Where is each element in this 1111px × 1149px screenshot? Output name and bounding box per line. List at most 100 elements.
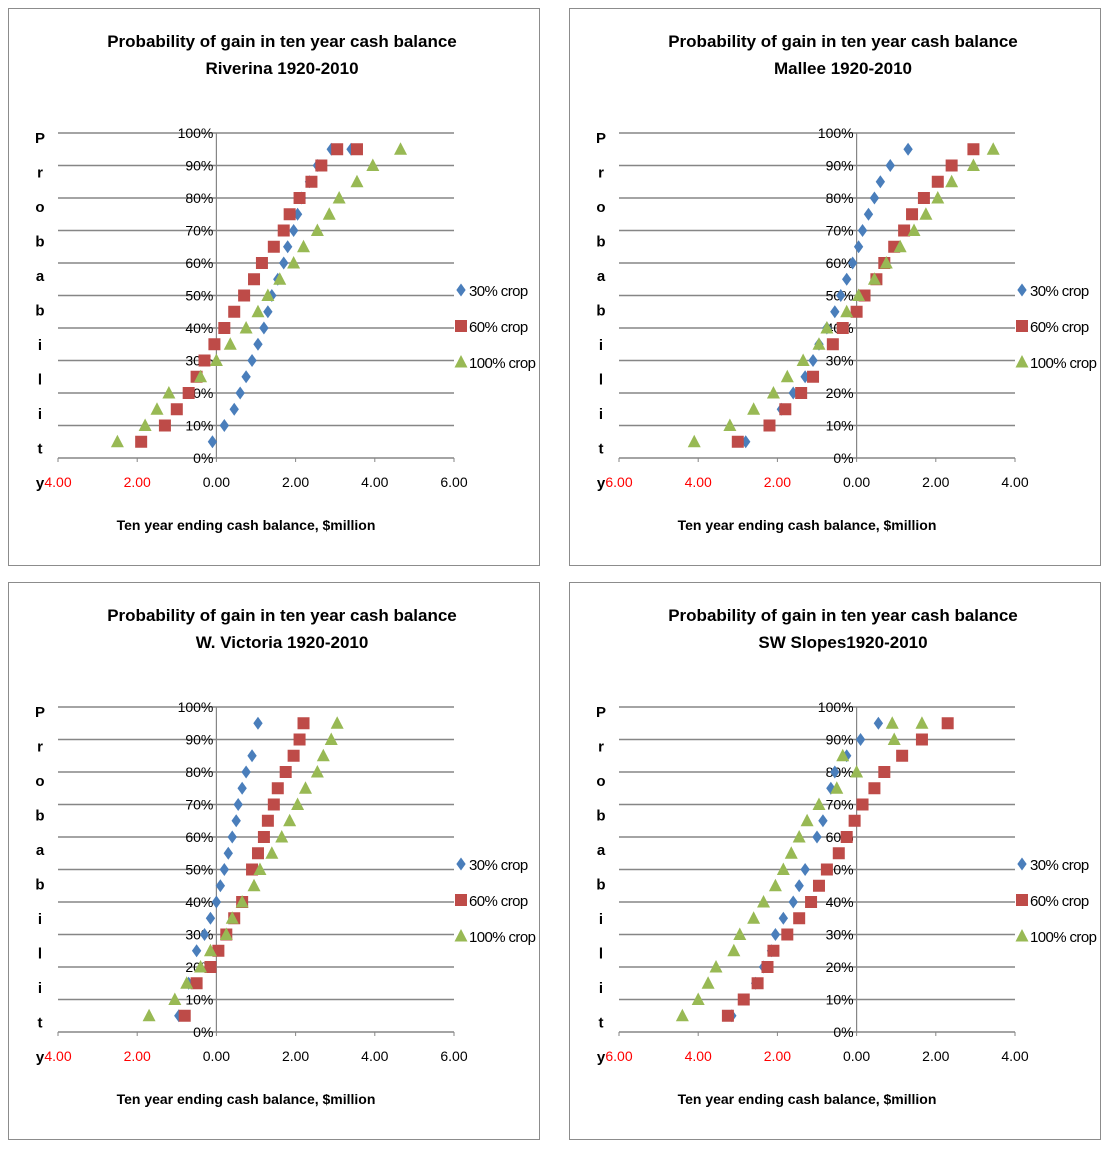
- y-axis-label-letter: l: [599, 372, 603, 389]
- y-axis-label-letter: b: [35, 303, 44, 320]
- data-point-triangle: [867, 272, 881, 285]
- data-point-triangle: [747, 911, 761, 924]
- data-point-diamond: [812, 830, 822, 844]
- data-point-square: [751, 977, 764, 990]
- data-point-square: [350, 143, 363, 156]
- x-tick-label: 4.00: [685, 1048, 712, 1064]
- data-point-triangle: [299, 781, 312, 794]
- data-point-square: [287, 749, 300, 762]
- data-point-square: [238, 289, 251, 302]
- data-point-square: [917, 192, 930, 204]
- x-axis-label: Ten year ending cash balance, $million: [678, 1091, 937, 1107]
- y-axis-label-letter: P: [596, 130, 606, 147]
- chart-frame: [569, 8, 1101, 566]
- legend-label: 100% crop: [1030, 929, 1097, 946]
- y-axis-label-letter: o: [35, 773, 44, 790]
- y-tick-label: 40%: [185, 894, 213, 910]
- data-point-diamond: [211, 895, 222, 909]
- y-axis-label-letter: l: [599, 946, 603, 963]
- y-tick-label: 0%: [833, 1024, 853, 1040]
- legend-marker: [456, 283, 466, 297]
- y-axis-label-letter: b: [35, 877, 44, 894]
- y-tick-label: 70%: [185, 223, 213, 239]
- y-tick-label: 90%: [185, 158, 213, 174]
- series-triangle: [687, 142, 1000, 448]
- chart-frame: [569, 582, 1101, 1140]
- data-point-square: [267, 798, 280, 811]
- y-axis-label-letter: r: [598, 165, 604, 182]
- data-point-diamond: [231, 814, 241, 828]
- legend-label: 30% crop: [469, 283, 528, 300]
- data-point-diamond: [741, 435, 751, 449]
- data-point-diamond: [847, 256, 858, 270]
- data-point-diamond: [191, 944, 202, 958]
- y-axis-label-letter: P: [35, 704, 45, 721]
- x-axis-label: Ten year ending cash balance, $million: [117, 1091, 376, 1107]
- y-axis-label-letter: i: [38, 337, 42, 354]
- legend-label: 100% crop: [469, 355, 536, 372]
- data-point-diamond: [223, 846, 233, 860]
- legend-marker: [1017, 857, 1027, 871]
- y-axis-label-letter: b: [35, 234, 44, 251]
- data-point-square: [915, 733, 928, 746]
- data-point-triangle: [142, 1008, 156, 1022]
- data-point-diamond: [241, 765, 251, 779]
- chart-panel-sw-slopes: Probability of gain in ten year cash bal…: [569, 582, 1101, 1140]
- data-point-square: [856, 798, 869, 811]
- data-point-triangle: [223, 337, 237, 350]
- data-point-square: [779, 403, 792, 416]
- data-point-triangle: [796, 353, 810, 366]
- y-axis-label-letter: P: [35, 130, 45, 147]
- data-point-triangle: [885, 716, 899, 729]
- data-point-diamond: [241, 370, 251, 384]
- data-point-triangle: [915, 716, 929, 729]
- data-point-square: [198, 354, 211, 367]
- x-tick-label: 4.00: [44, 474, 71, 490]
- data-point-triangle: [784, 846, 798, 859]
- data-point-square: [305, 175, 318, 188]
- data-point-square: [293, 733, 306, 746]
- y-tick-label: 0%: [193, 450, 213, 466]
- y-axis-label: Probability: [35, 704, 45, 1066]
- data-point-triangle: [297, 239, 311, 253]
- data-point-triangle: [310, 223, 324, 236]
- y-axis-label-letter: i: [38, 406, 42, 423]
- data-point-square: [832, 847, 845, 860]
- legend-marker: [1016, 320, 1028, 332]
- y-tick-label: 90%: [826, 158, 854, 174]
- x-tick-label: 4.00: [361, 1048, 388, 1064]
- data-point-diamond: [903, 142, 913, 156]
- y-axis-label-letter: i: [38, 911, 42, 928]
- y-tick-label: 80%: [185, 764, 213, 780]
- y-axis-label-letter: o: [596, 773, 605, 790]
- data-point-triangle: [324, 732, 338, 745]
- y-axis-label-letter: b: [596, 234, 605, 251]
- series-triangle: [110, 142, 408, 448]
- y-tick-label: 80%: [826, 190, 854, 206]
- y-axis-label: Probability: [596, 704, 606, 1066]
- data-point-triangle: [701, 976, 715, 989]
- data-point-square: [761, 961, 774, 973]
- data-point-square: [178, 1009, 191, 1022]
- y-axis-label-letter: o: [596, 199, 605, 216]
- data-point-triangle: [733, 927, 747, 940]
- y-axis-label-letter: l: [38, 946, 42, 963]
- data-point-triangle: [840, 304, 854, 318]
- data-point-square: [781, 928, 794, 941]
- data-point-square: [848, 814, 861, 827]
- x-tick-label: 2.00: [124, 474, 151, 490]
- data-point-square: [898, 224, 911, 237]
- data-point-triangle: [291, 797, 305, 810]
- data-point-triangle: [836, 748, 850, 762]
- y-axis-label-letter: P: [596, 704, 606, 721]
- data-point-triangle: [247, 878, 261, 892]
- y-tick-label: 10%: [826, 418, 854, 434]
- data-point-square: [805, 896, 818, 908]
- data-point-square: [767, 944, 780, 957]
- data-point-diamond: [283, 240, 293, 254]
- data-point-triangle: [812, 337, 826, 350]
- y-tick-label: 100%: [818, 125, 854, 141]
- series-triangle: [675, 716, 929, 1022]
- data-point-square: [840, 831, 853, 843]
- x-tick-label: 0.00: [203, 1048, 230, 1064]
